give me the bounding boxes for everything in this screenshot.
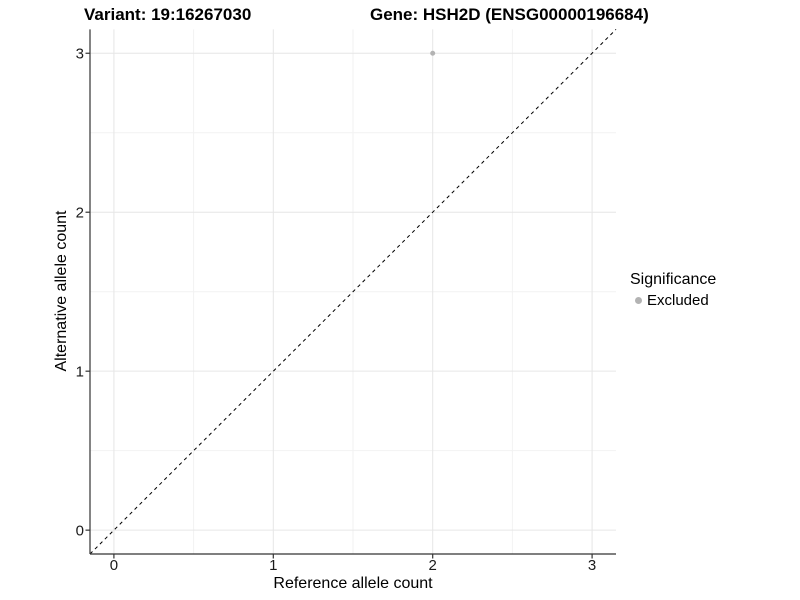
legend-entry-excluded: Excluded (630, 292, 716, 309)
y-tick-label: 1 (76, 364, 84, 381)
gene-title: Gene: HSH2D (ENSG00000196684) (370, 5, 649, 24)
y-tick-label: 3 (76, 46, 84, 63)
legend: Significance Excluded (630, 271, 716, 309)
x-tick-label: 1 (269, 557, 277, 574)
identity-line (89, 29, 617, 555)
x-tick-label: 0 (110, 557, 118, 574)
x-axis-title: Reference allele count (273, 575, 433, 592)
legend-entry-label: Excluded (647, 292, 709, 309)
data-point (430, 50, 436, 56)
y-axis-title: Alternative allele count (53, 210, 70, 372)
x-tick-label: 2 (429, 557, 437, 574)
legend-title: Significance (630, 271, 717, 288)
y-tick-label: 0 (76, 523, 84, 540)
legend-point-icon (635, 297, 642, 304)
y-tick-label: 2 (76, 205, 84, 222)
variant-title: Variant: 19:16267030 (84, 5, 252, 24)
x-tick-label: 3 (588, 557, 596, 574)
